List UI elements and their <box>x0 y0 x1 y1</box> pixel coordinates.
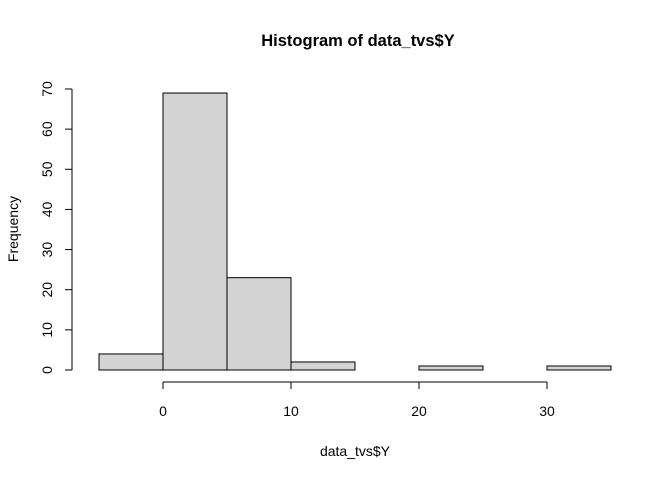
bars-group <box>98 92 612 371</box>
x-tick-label-3: 30 <box>539 403 555 419</box>
y-tick-label-6: 60 <box>39 121 55 137</box>
chart-title: Histogram of data_tvs$Y <box>261 32 454 50</box>
y-tick-label-1: 10 <box>39 322 55 338</box>
y-tick-label-0: 0 <box>39 366 55 374</box>
histogram-bar-1 <box>162 92 228 371</box>
histogram-bar-7 <box>546 365 612 371</box>
histogram-bar-3 <box>290 361 356 371</box>
x-axis-label: data_tvs$Y <box>320 443 391 459</box>
histogram-bar-5 <box>418 365 484 371</box>
y-axis: 0 10 20 30 40 50 60 70 <box>39 81 73 374</box>
x-tick-label-0: 0 <box>159 403 167 419</box>
histogram-bar-0 <box>98 353 164 371</box>
x-tick-label-1: 10 <box>283 403 299 419</box>
histogram-bar-2 <box>226 277 292 371</box>
y-tick-label-2: 20 <box>39 282 55 298</box>
y-tick-label-4: 40 <box>39 201 55 217</box>
y-tick-label-7: 70 <box>39 81 55 97</box>
x-tick-label-2: 20 <box>411 403 427 419</box>
y-tick-label-5: 50 <box>39 161 55 177</box>
x-axis: 0 10 20 30 <box>159 381 555 419</box>
y-axis-label: Frequency <box>5 196 21 262</box>
y-tick-label-3: 30 <box>39 242 55 258</box>
